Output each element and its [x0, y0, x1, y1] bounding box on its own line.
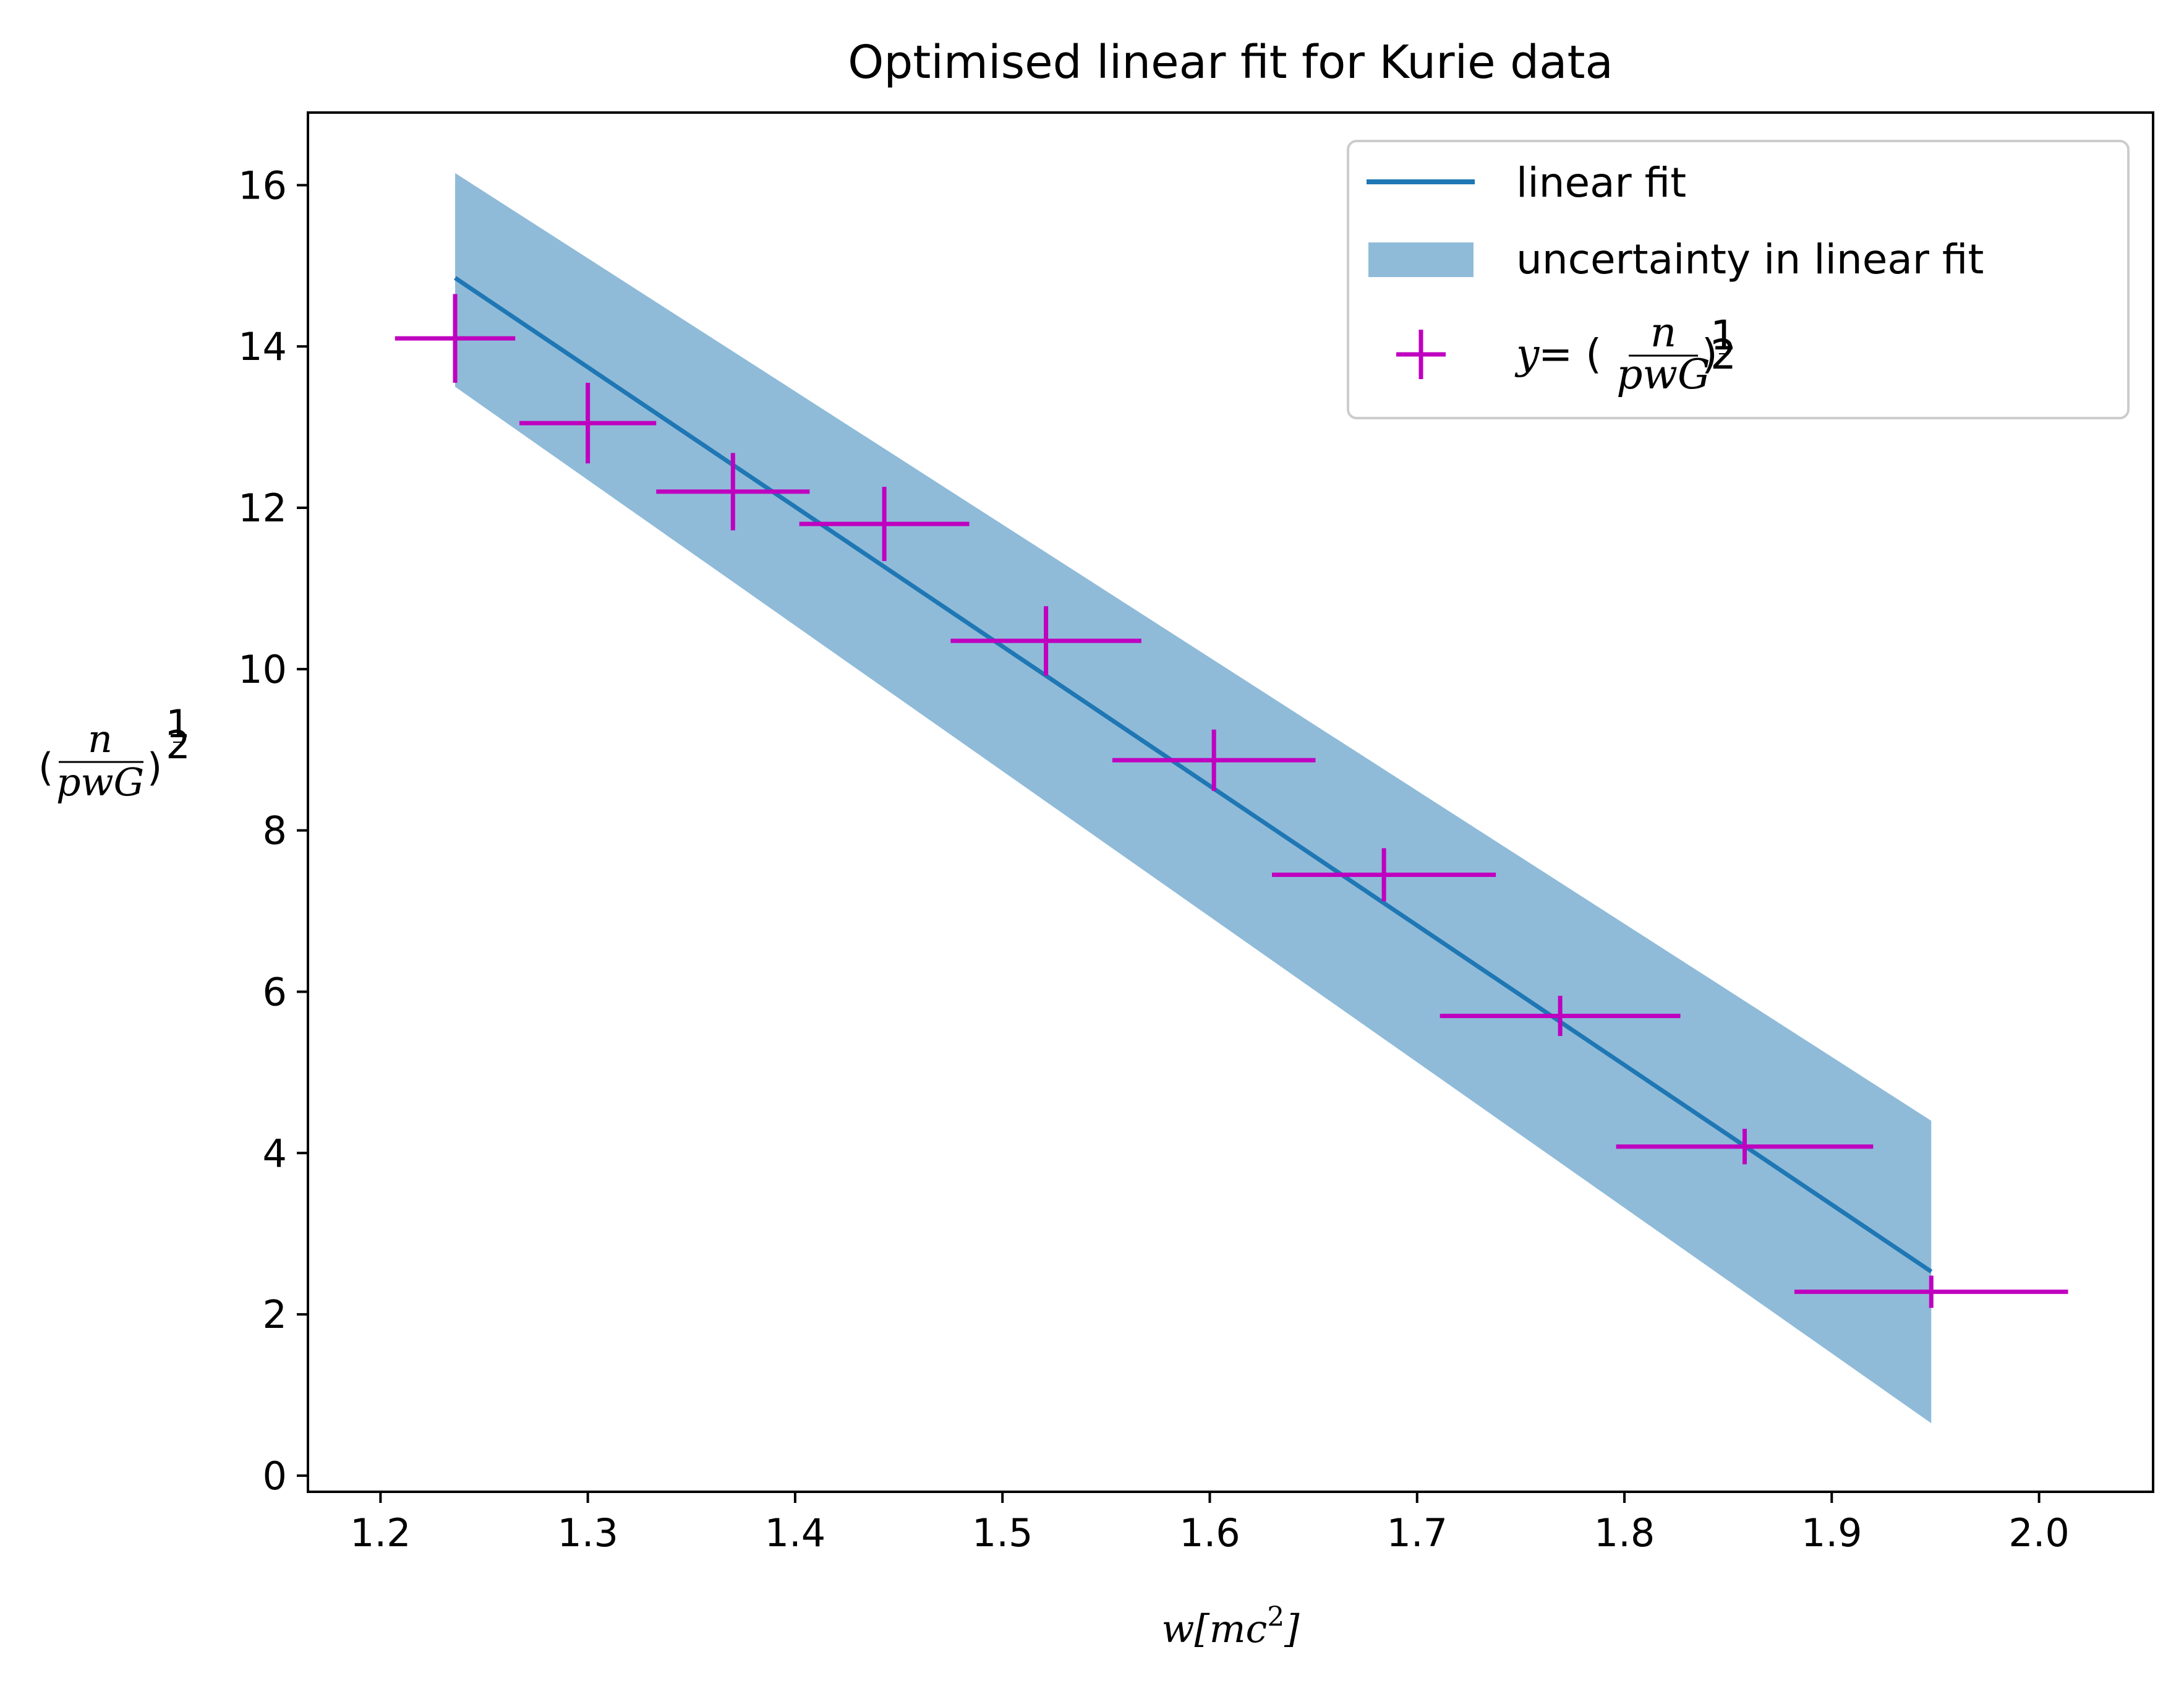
legend-band-swatch — [1368, 242, 1474, 277]
legend-band-label: uncertainty in linear fit — [1516, 236, 1984, 283]
plot-area — [395, 173, 2068, 1424]
y-tick-label: 14 — [238, 324, 287, 369]
uncertainty-band — [455, 173, 1932, 1424]
legend-points-label-eq: = ( — [1538, 330, 1602, 378]
y-tick-label: 16 — [238, 163, 287, 208]
x-axis-label-sup: 2 — [1267, 1601, 1284, 1633]
x-tick-label: 1.8 — [1594, 1510, 1655, 1555]
data-point — [1616, 1129, 1874, 1165]
legend-fit-label: linear fit — [1516, 159, 1686, 207]
x-tick-label: 1.9 — [1801, 1510, 1862, 1555]
x-tick-label: 1.6 — [1179, 1510, 1240, 1555]
data-point — [1272, 848, 1496, 902]
fit-line-layer — [454, 276, 1933, 1273]
data-point — [519, 382, 657, 464]
data-point — [395, 294, 516, 383]
x-axis-ticks: 1.2 1.3 1.4 1.5 1.6 1.7 1.8 1.9 2.0 — [350, 1492, 2070, 1555]
data-point — [1794, 1275, 2068, 1308]
legend-points-label-close: ) — [1702, 330, 1718, 378]
x-tick-label: 1.4 — [765, 1510, 826, 1555]
data-point — [799, 487, 970, 562]
legend-points-label: y = ( n pwG ) 1 2 — [1514, 309, 1736, 398]
x-axis-label: w[mc2] — [1162, 1601, 1300, 1651]
legend-points-label-num: n — [1650, 309, 1677, 356]
y-axis-label: ( n pwG ) 1 2 — [38, 701, 190, 805]
data-point — [950, 606, 1141, 676]
y-tick-label: 6 — [263, 969, 287, 1014]
y-axis-label-open-paren: ( — [38, 745, 53, 790]
fit-line — [454, 276, 1933, 1273]
y-tick-label: 2 — [263, 1292, 287, 1337]
legend-points-label-exp-num: 1 — [1710, 312, 1736, 359]
legend-points-label-den: pwG — [1616, 351, 1710, 398]
y-axis-label-close-paren: ) — [147, 745, 162, 790]
x-tick-label: 1.2 — [350, 1510, 411, 1555]
y-axis-ticks: 0 2 4 6 8 10 12 14 16 — [238, 163, 308, 1499]
data-point — [1112, 729, 1316, 791]
y-axis-label-exp-num: 1 — [166, 701, 190, 747]
x-axis-label-main: w[mc — [1162, 1606, 1268, 1651]
x-tick-label: 1.5 — [972, 1510, 1033, 1555]
y-axis-label-exp-den: 2 — [166, 722, 190, 768]
y-tick-label: 0 — [263, 1453, 287, 1499]
y-tick-label: 12 — [238, 486, 287, 531]
uncertainty-band-layer — [455, 173, 1932, 1424]
data-point — [1440, 995, 1681, 1037]
x-axis-label-end: ] — [1284, 1606, 1300, 1651]
y-axis-label-denominator: pwG — [56, 760, 144, 805]
y-tick-label: 10 — [238, 647, 287, 692]
legend-points-label-exp-den: 2 — [1710, 331, 1736, 379]
data-point — [656, 453, 810, 531]
x-tick-label: 2.0 — [2008, 1510, 2070, 1555]
legend-points-label-y: y — [1514, 330, 1540, 378]
legend-box — [1347, 140, 2130, 419]
chart-title: Optimised linear fit for Kurie data — [848, 36, 1613, 89]
plot-frame — [307, 111, 2154, 1493]
y-tick-label: 8 — [263, 808, 287, 854]
y-axis-label-numerator: n — [88, 716, 113, 761]
y-tick-label: 4 — [263, 1131, 287, 1176]
errorbar-points-layer — [395, 294, 2068, 1308]
x-tick-label: 1.3 — [557, 1510, 618, 1555]
legend: linear fit uncertainty in linear fit y =… — [1347, 140, 2130, 419]
x-tick-label: 1.7 — [1386, 1510, 1448, 1555]
